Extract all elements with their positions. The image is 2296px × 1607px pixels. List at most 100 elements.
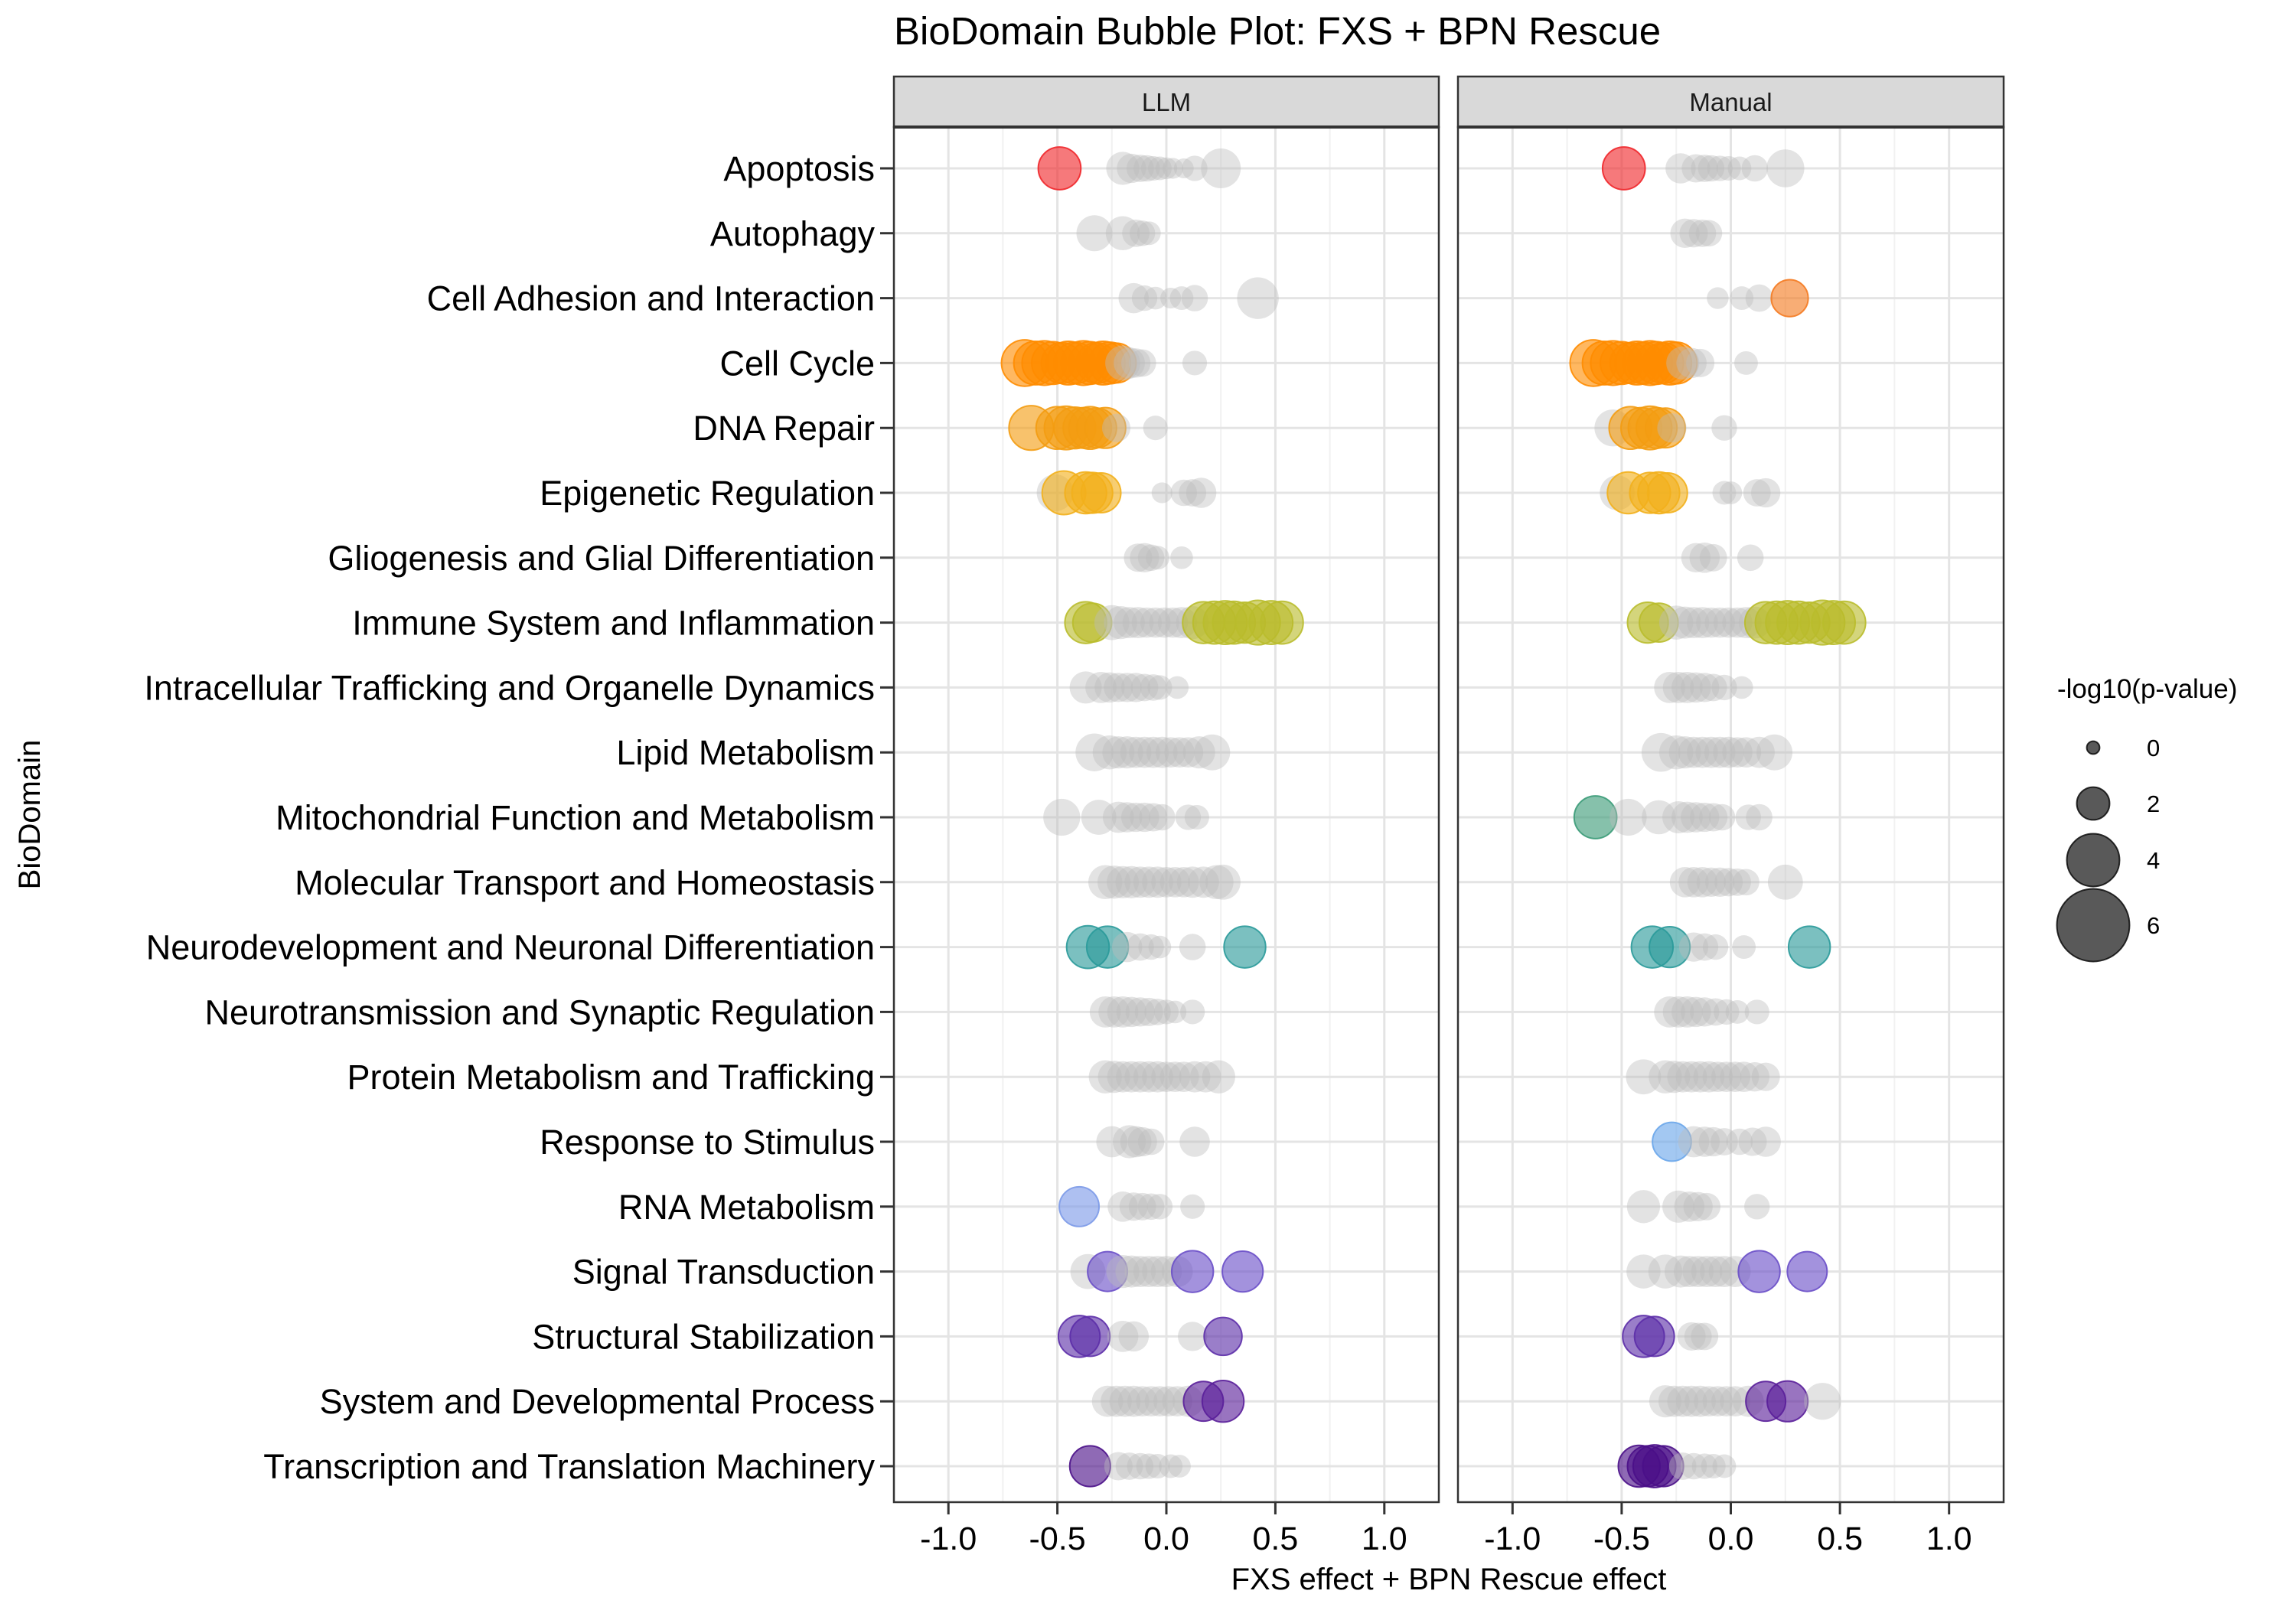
data-point (1711, 674, 1737, 701)
data-point (1724, 868, 1751, 896)
data-point (1714, 868, 1743, 897)
data-point (1149, 804, 1176, 831)
data-point (1689, 1126, 1720, 1157)
data-point (1601, 146, 1646, 191)
data-point (1693, 1061, 1725, 1093)
data-point (1730, 737, 1762, 768)
data-point (1140, 674, 1167, 701)
y-tick-label: Transcription and Translation Machinery (263, 1447, 875, 1486)
y-tick-label: Gliogenesis and Glial Differentiation (328, 539, 875, 578)
data-point (1085, 925, 1130, 969)
data-point (1684, 1322, 1712, 1351)
series-autophagy (1670, 218, 1723, 248)
data-point (1173, 158, 1194, 178)
data-point (1740, 1062, 1770, 1092)
data-point (1106, 1254, 1140, 1289)
data-point (1058, 1185, 1101, 1227)
x-tick-label: 0.5 (1253, 1521, 1299, 1557)
data-point (1770, 279, 1809, 318)
data-point (1124, 543, 1153, 572)
data-point (1679, 219, 1708, 248)
series-transcription-and-translation-machinery (1068, 1445, 1191, 1488)
data-point (1671, 996, 1703, 1028)
data-point (1069, 671, 1102, 704)
data-point (1682, 1256, 1714, 1287)
data-point (1115, 1452, 1143, 1480)
data-point (1120, 348, 1151, 378)
series-cell-adhesion-and-interaction (1707, 279, 1809, 318)
series-structural-stabilization (1622, 1315, 1719, 1358)
data-point (1641, 732, 1681, 772)
data-point (1157, 607, 1189, 638)
data-point (1114, 347, 1145, 379)
data-point (1159, 1454, 1183, 1478)
data-point (1128, 349, 1156, 377)
data-point (1163, 1000, 1187, 1024)
data-point (1644, 407, 1686, 449)
data-point (1115, 1255, 1148, 1288)
series-neurotransmission-and-synaptic-regulation (1089, 996, 1205, 1028)
x-tick-label: 1.0 (1362, 1521, 1407, 1557)
series-dna-repair (1008, 405, 1168, 451)
data-point (1699, 803, 1728, 832)
data-point (1080, 472, 1122, 513)
data-point (1140, 607, 1171, 638)
data-point (1741, 155, 1769, 182)
data-point (1164, 737, 1195, 768)
data-point (1170, 479, 1198, 507)
data-point (1701, 998, 1730, 1026)
data-point (1756, 734, 1793, 771)
data-point (1667, 1061, 1699, 1093)
data-point (1698, 1126, 1728, 1157)
data-point (1137, 544, 1165, 572)
series-apoptosis (1601, 146, 1805, 191)
data-point (1179, 479, 1207, 507)
data-point (1094, 672, 1125, 703)
data-point (1665, 153, 1696, 184)
data-point (1131, 607, 1163, 638)
data-point (1658, 1061, 1691, 1094)
series-epigenetic-regulation (1036, 470, 1217, 516)
data-point (1127, 1452, 1154, 1480)
data-point (1137, 1193, 1165, 1221)
data-point (1690, 673, 1720, 702)
data-point (1689, 543, 1720, 573)
data-point (1744, 1194, 1770, 1220)
size-legend: 0 2 4 6 (2056, 735, 2160, 963)
data-point (1114, 607, 1145, 638)
data-point (1160, 288, 1182, 309)
data-point (1087, 1250, 1129, 1292)
y-tick-label: Response to Stimulus (540, 1123, 875, 1162)
data-point (1146, 546, 1170, 570)
data-point (1179, 934, 1206, 960)
x-tick-label: 0.0 (1143, 1521, 1189, 1557)
facet-strip (1456, 75, 2005, 129)
data-point (1043, 798, 1081, 836)
data-point (1674, 1191, 1705, 1222)
data-point (1111, 802, 1143, 833)
data-point (1205, 864, 1241, 900)
data-point (1691, 1453, 1717, 1479)
y-tick-label: Neurotransmission and Synaptic Regulatio… (205, 993, 875, 1032)
data-point (1681, 996, 1711, 1028)
series-system-and-developmental-process (1649, 1380, 1841, 1423)
data-point (1743, 479, 1771, 507)
data-point (1649, 1060, 1682, 1094)
data-point (1085, 672, 1117, 703)
data-point (1711, 1061, 1742, 1092)
data-point (1182, 736, 1215, 769)
data-point (1175, 804, 1202, 830)
data-point (1130, 673, 1159, 702)
data-point (1702, 934, 1729, 960)
data-point (1680, 1452, 1707, 1480)
data-point (1172, 737, 1204, 768)
data-point (1126, 933, 1154, 961)
data-point (1767, 864, 1803, 900)
data-point (1068, 1445, 1111, 1488)
data-point (1112, 673, 1142, 702)
data-point (1687, 736, 1718, 768)
data-point (1178, 1322, 1208, 1351)
data-point (1133, 1061, 1165, 1093)
data-point (1091, 1385, 1124, 1417)
series-mitochondrial-function-and-metabolism (1043, 798, 1209, 836)
